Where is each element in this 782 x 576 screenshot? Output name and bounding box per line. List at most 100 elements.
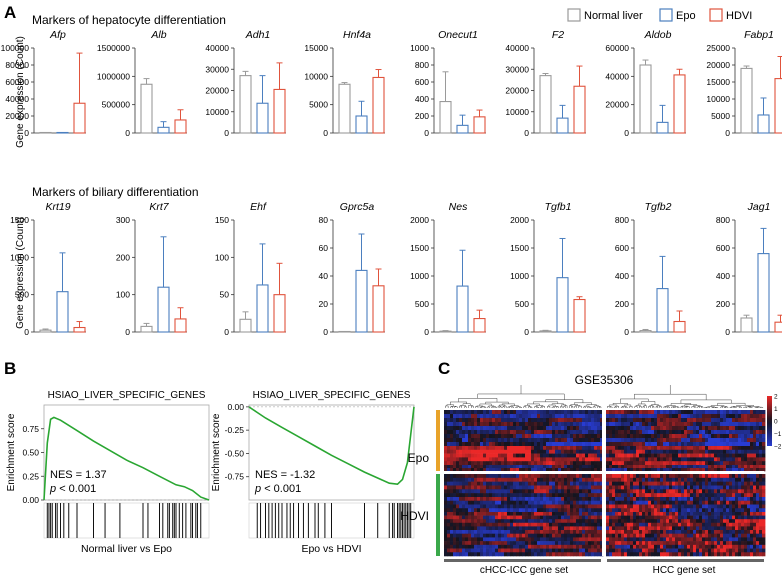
heatmap-cell <box>477 497 481 502</box>
heatmap-cell <box>480 449 484 454</box>
heatmap-cell <box>618 465 622 469</box>
heatmap-cell <box>579 497 583 502</box>
heatmap-cell <box>564 548 568 553</box>
heatmap-cell <box>525 446 529 451</box>
heatmap-cell <box>561 414 565 419</box>
heatmap-cell <box>531 493 535 498</box>
heatmap-cell <box>495 500 499 505</box>
heatmap-cell <box>609 477 613 482</box>
heatmap-cell <box>561 438 565 443</box>
heatmap-cell <box>558 489 562 494</box>
heatmap-cell <box>552 434 556 439</box>
heatmap-cell <box>720 508 724 513</box>
heatmap-cell <box>726 504 730 509</box>
heatmap-cell <box>699 522 703 527</box>
heatmap-cell <box>675 530 679 535</box>
heatmap-cell <box>576 530 580 535</box>
column-separator <box>602 410 606 556</box>
heatmap-cell <box>735 526 739 531</box>
y-tick-label: 0 <box>323 128 328 138</box>
heatmap-cell <box>747 548 751 553</box>
gene-title: Ehf <box>250 201 267 213</box>
heatmap-cell <box>510 453 514 458</box>
heatmap-cell <box>576 414 580 419</box>
y-tick-label: 0 <box>424 327 429 337</box>
heatmap-cell <box>483 474 487 479</box>
col-label-hcc: HCC gene set <box>653 565 716 576</box>
heatmap-cell <box>471 541 475 546</box>
heatmap-cell <box>678 434 682 439</box>
heatmap-cell <box>483 477 487 482</box>
bar <box>140 325 153 333</box>
heatmap-cell <box>678 457 682 462</box>
heatmap-cell <box>597 541 601 546</box>
heatmap-cell <box>516 410 520 415</box>
heatmap-cell <box>693 497 697 502</box>
heatmap-cell <box>762 504 766 509</box>
heatmap-cell <box>567 422 571 427</box>
heatmap-cell <box>663 446 667 451</box>
heatmap-cell <box>492 453 496 458</box>
heatmap-cell <box>588 504 592 509</box>
heatmap-cell <box>753 512 757 516</box>
heatmap-cell <box>732 522 736 527</box>
heatmap-cell <box>543 468 547 472</box>
heatmap-cell <box>450 552 454 557</box>
heatmap-cell <box>444 500 448 505</box>
heatmap-cell <box>588 442 592 447</box>
heatmap-cell <box>612 449 616 454</box>
heatmap-cell <box>606 442 610 447</box>
heatmap-cell <box>705 526 709 531</box>
heatmap-cell <box>471 493 475 498</box>
heatmap-cell <box>696 449 700 454</box>
heatmap-cell <box>759 544 763 549</box>
heatmap-cell <box>720 422 724 427</box>
heatmap-cell <box>633 512 637 516</box>
heatmap-cell <box>660 485 664 490</box>
heatmap-cell <box>636 477 640 482</box>
heatmap-cell <box>456 434 460 439</box>
heatmap-cell <box>663 485 667 490</box>
bar <box>673 74 686 134</box>
heatmap-cell <box>648 465 652 469</box>
heatmap-cell <box>612 485 616 490</box>
heatmap-cell <box>642 410 646 415</box>
heatmap-cell <box>675 508 679 513</box>
heatmap-cell <box>666 522 670 527</box>
heatmap-cell <box>579 442 583 447</box>
heatmap-cell <box>696 481 700 486</box>
heatmap-cell <box>672 530 676 535</box>
heatmap-cell <box>591 537 595 542</box>
heatmap-cell <box>735 541 739 546</box>
heatmap-cell <box>690 426 694 431</box>
heatmap-cell <box>492 537 496 542</box>
heatmap-cell <box>636 410 640 415</box>
heatmap-cell <box>720 485 724 490</box>
heatmap-cell <box>513 512 517 516</box>
heatmap-cell <box>465 426 469 431</box>
heatmap-cell <box>699 453 703 458</box>
heatmap-cell <box>693 526 697 531</box>
heatmap-cell <box>723 481 727 486</box>
heatmap-cell <box>618 522 622 527</box>
heatmap-cell <box>675 515 679 520</box>
heatmap-cell <box>654 414 658 419</box>
heatmap-cell <box>474 552 478 557</box>
heatmap-cell <box>672 477 676 482</box>
heatmap-cell <box>714 533 718 538</box>
heatmap-cell <box>564 519 568 524</box>
heatmap-cell <box>546 465 550 469</box>
heatmap-cell <box>678 446 682 451</box>
heatmap-cell <box>630 449 634 454</box>
heatmap-cell <box>567 552 571 557</box>
heatmap-cell <box>666 541 670 546</box>
heatmap-cell <box>471 544 475 549</box>
heatmap-cell <box>567 519 571 524</box>
heatmap-cell <box>591 515 595 520</box>
heatmap-cell <box>708 438 712 443</box>
heatmap-cell <box>564 477 568 482</box>
heatmap-cell <box>699 489 703 494</box>
heatmap-cell <box>474 526 478 531</box>
heatmap-cell <box>663 515 667 520</box>
heatmap-cell <box>669 477 673 482</box>
